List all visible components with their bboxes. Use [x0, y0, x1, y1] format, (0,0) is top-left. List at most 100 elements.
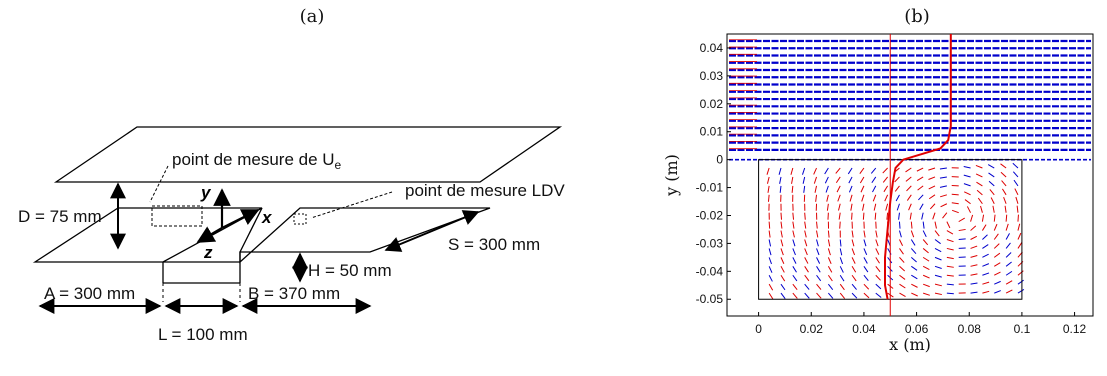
vortex-vector — [946, 221, 951, 229]
vortex-vector — [922, 265, 930, 270]
vortex-vector — [940, 194, 948, 198]
vortex-vector — [942, 212, 948, 219]
vortex-vector — [899, 292, 906, 298]
y-tick-label: -0.01 — [696, 181, 724, 195]
vortex-vector — [922, 248, 929, 254]
vortex-vector — [872, 185, 877, 193]
vortex-vector — [826, 194, 829, 202]
vortex-vector — [827, 292, 834, 299]
vortex-vector — [923, 292, 930, 296]
vortex-vector — [768, 266, 773, 273]
vortex-vector — [982, 281, 990, 285]
vortex-vector — [862, 203, 865, 211]
vortex-vector — [982, 234, 988, 240]
vortex-vector — [911, 283, 918, 288]
vortex-vector — [875, 248, 880, 255]
vortex-vector — [982, 272, 990, 276]
vortex-vector — [946, 283, 954, 286]
vortex-vector — [886, 212, 889, 220]
vortex-vector — [964, 191, 971, 196]
vortex-vector — [1005, 223, 1009, 231]
vortex-vector — [916, 176, 924, 181]
vortex-vector — [1017, 288, 1025, 294]
vortex-vector — [922, 256, 930, 262]
vortex-vector — [780, 221, 783, 229]
vortex-vector — [780, 274, 786, 282]
vortex-vector — [919, 203, 924, 211]
vortex-vector — [839, 221, 841, 229]
plot-frame — [726, 33, 1094, 317]
vortex-vector — [851, 239, 855, 247]
vortex-vector — [946, 256, 954, 260]
vortex-vector — [946, 239, 954, 243]
vortex-vector — [791, 185, 794, 193]
vortex-vector — [839, 292, 846, 299]
vortex-vector — [975, 164, 983, 169]
vortex-vector — [939, 176, 947, 179]
vortex-vector — [768, 292, 774, 300]
vortex-vector — [792, 283, 798, 290]
vortex-vector — [934, 247, 942, 253]
vortex-vector — [966, 206, 972, 213]
vortex-vector — [859, 176, 865, 184]
vortex-vector — [825, 185, 829, 193]
vortex-vector — [792, 274, 798, 282]
vortex-vector — [838, 203, 841, 211]
vortex-vector — [875, 274, 881, 281]
vortex-vector — [982, 253, 989, 258]
vortex-vector — [768, 257, 772, 265]
vortex-vector — [911, 274, 918, 280]
vortex-vector — [827, 239, 831, 247]
vortex-vector — [863, 248, 868, 256]
vortex-vector — [804, 257, 809, 264]
vortex-vector — [911, 265, 918, 271]
vortex-vector — [780, 292, 786, 300]
vortex-vector — [970, 254, 978, 258]
ldv-leader — [310, 191, 393, 219]
vortex-vector — [792, 248, 796, 256]
vortex-vector — [804, 266, 809, 273]
velocity-profile — [884, 34, 952, 300]
vortex-vector — [863, 266, 869, 273]
vortex-vector — [778, 167, 782, 175]
vortex-vector — [792, 266, 797, 273]
vortex-vector — [780, 283, 786, 291]
vortex-vector — [899, 248, 904, 255]
vortex-vector — [946, 274, 954, 277]
vortex-vector — [768, 239, 772, 247]
vortex-vector — [875, 292, 882, 298]
vortex-vector — [910, 248, 917, 254]
vortex-vector — [898, 230, 902, 238]
vortex-vector — [824, 176, 829, 184]
dim-A-label: A = 300 mm — [44, 284, 135, 303]
vortex-vector — [792, 230, 795, 238]
vortex-vector — [791, 176, 794, 184]
vortex-vector — [779, 185, 782, 193]
vortex-vector — [993, 233, 999, 240]
vortex-vector — [939, 167, 947, 170]
x-tick-label: 0.08 — [958, 322, 982, 336]
vortex-vector — [779, 176, 782, 184]
vortex-vector — [848, 176, 853, 184]
vortex-vector — [928, 176, 936, 180]
panel-b: (b) 0 0.02 0.04 0.06 0.08 0.1 0.12 0.04 0.03 0.02… — [662, 6, 1094, 354]
vortex-vector — [899, 274, 906, 280]
vortex-vector — [827, 283, 834, 290]
vortex-vector — [863, 292, 870, 299]
vortex-vector — [982, 263, 990, 267]
vortex-vector — [870, 167, 877, 174]
vortex-vector — [780, 230, 783, 238]
vortex-vector — [934, 256, 942, 261]
vortex-vector — [872, 194, 877, 202]
vortex-vector — [898, 221, 901, 229]
vortex-vector — [922, 274, 930, 279]
vortex-vector — [768, 230, 771, 238]
vortex-vector — [863, 283, 870, 290]
vortex-vector — [804, 230, 807, 238]
top-plate — [53, 126, 563, 183]
vortex-vector — [906, 185, 912, 192]
vortex-vector — [1005, 233, 1010, 240]
vortex-vector — [1000, 163, 1007, 169]
vortex-vector — [958, 228, 966, 232]
